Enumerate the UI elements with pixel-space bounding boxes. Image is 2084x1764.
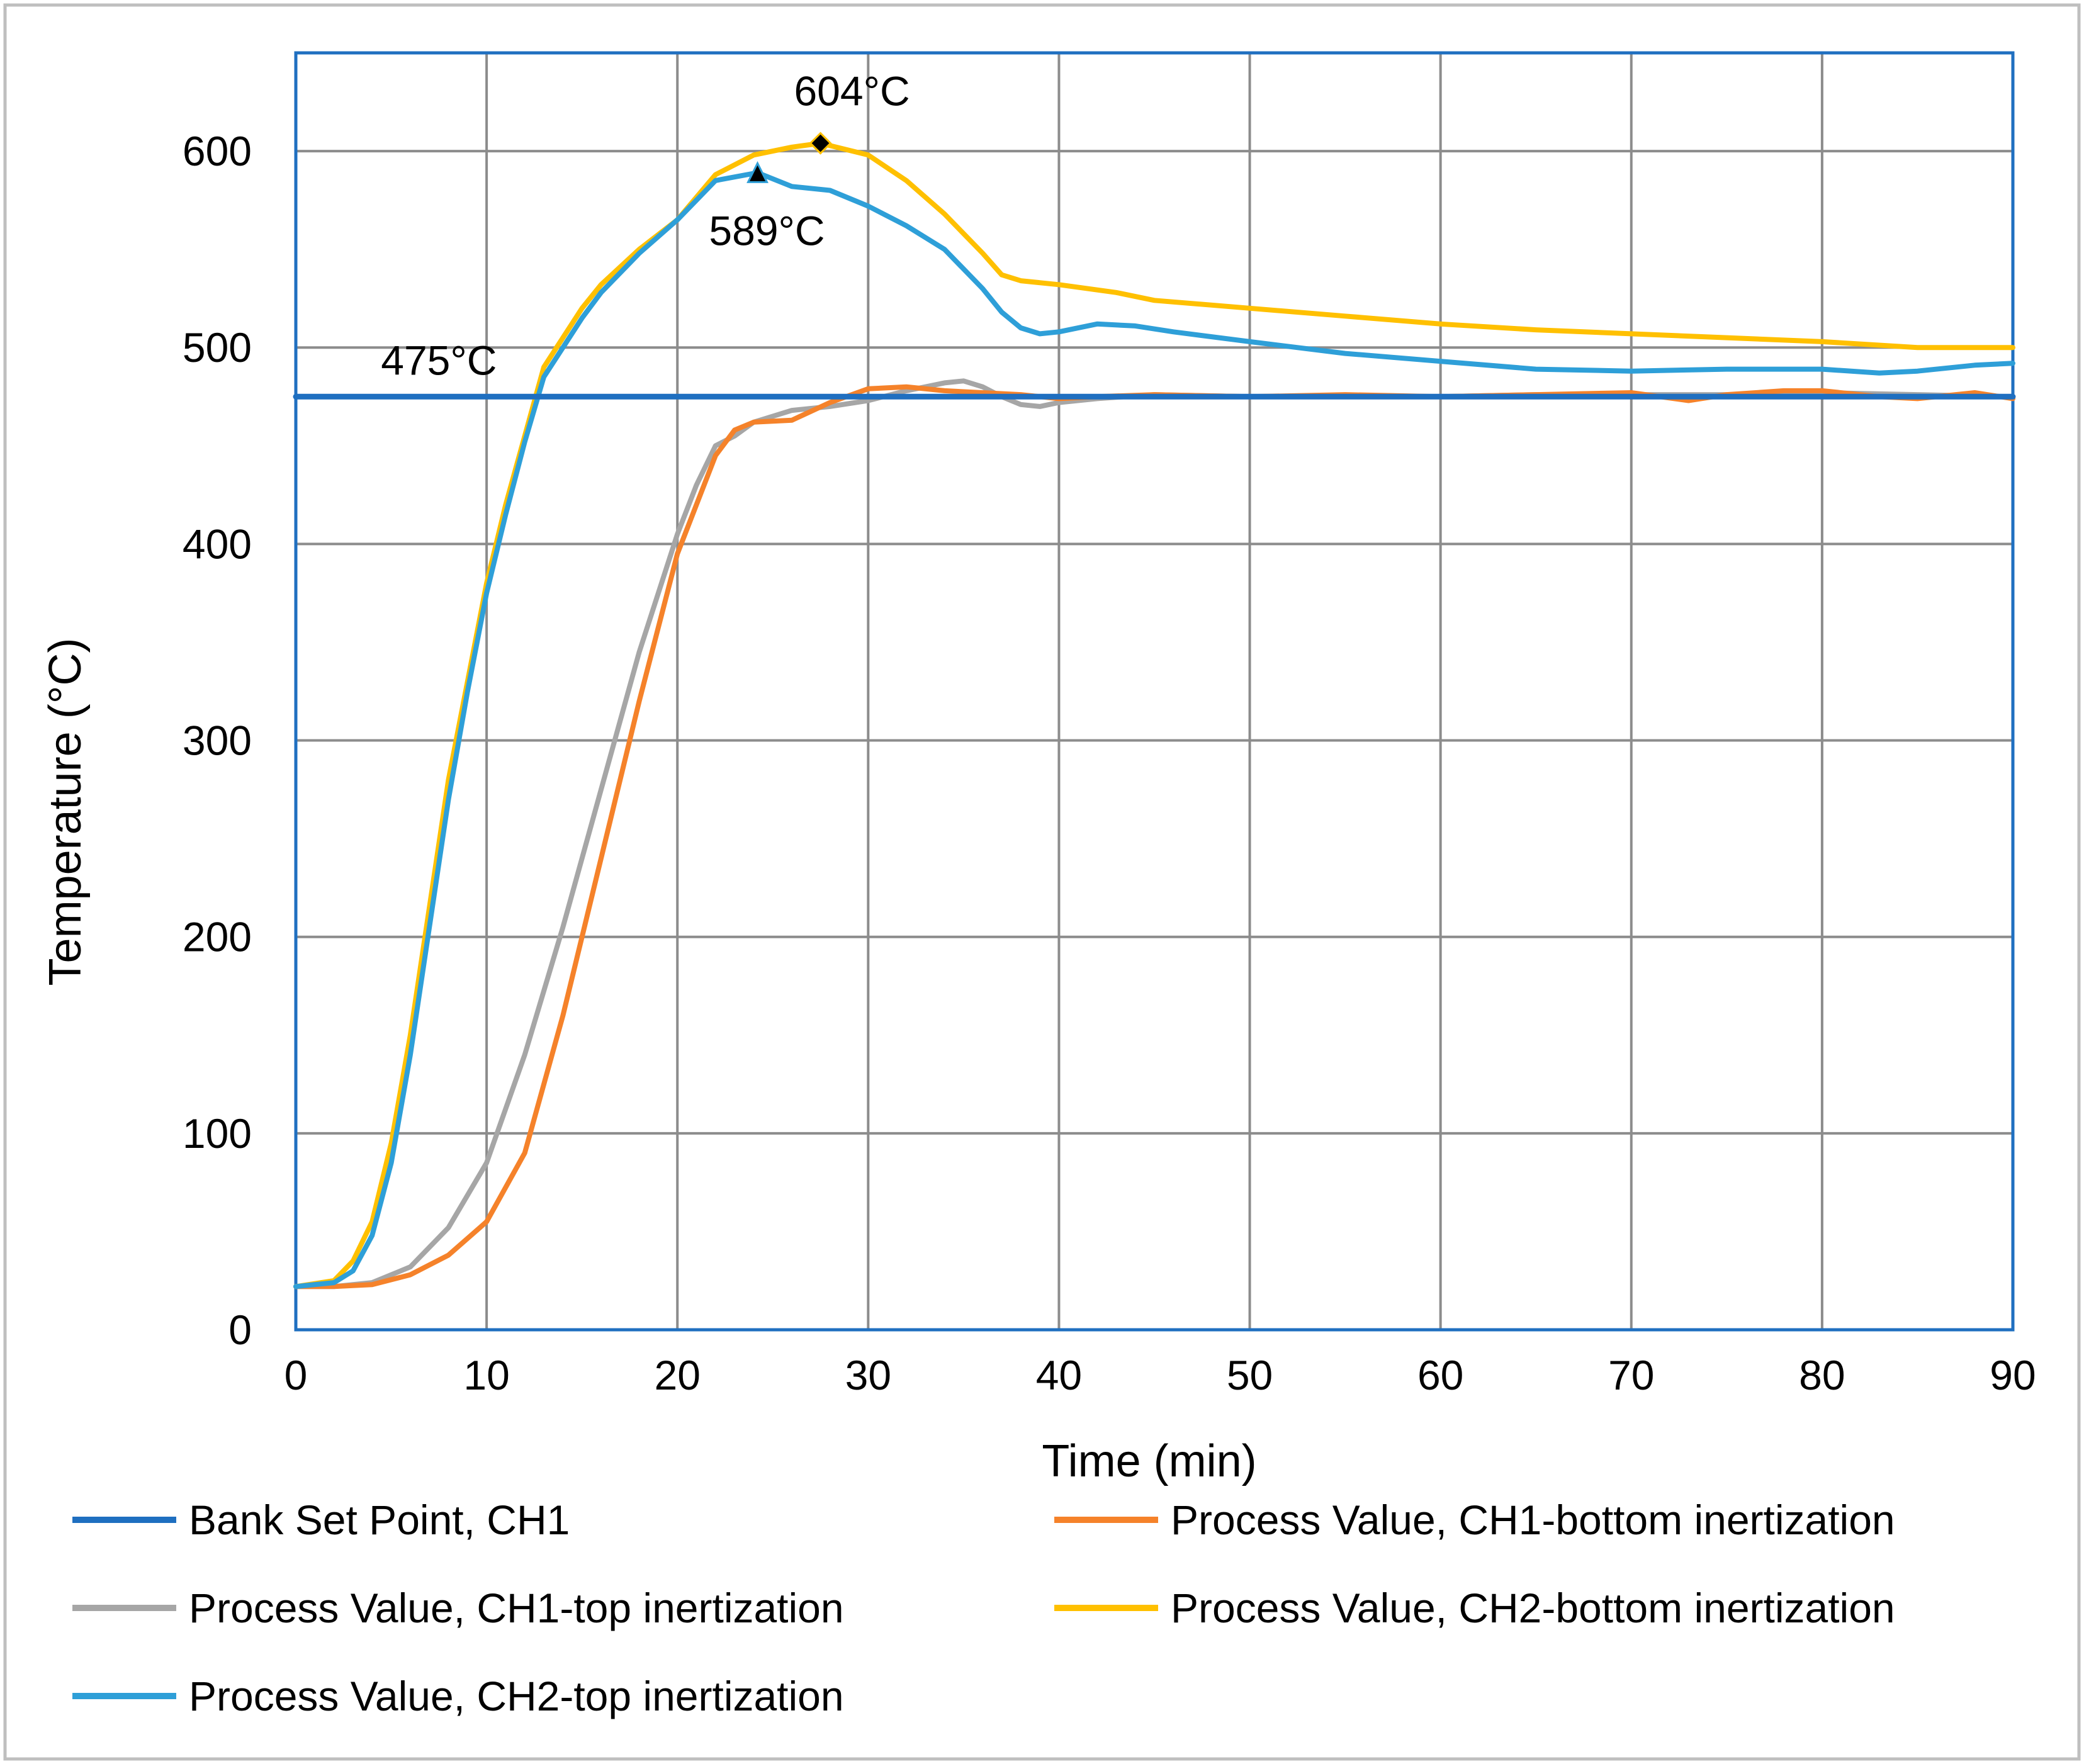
chart-frame [3,3,2081,1761]
y-tick-label: 200 [183,914,252,960]
legend-label: Process Value, CH2-bottom inertization [1171,1585,1895,1631]
legend-label: Process Value, CH1-bottom inertization [1171,1497,1895,1543]
annotation-label: 589°C [709,207,825,254]
x-tick-label: 30 [845,1352,891,1398]
x-tick-label: 60 [1417,1352,1463,1398]
y-tick-label: 600 [183,128,252,174]
x-tick-label: 20 [655,1352,701,1398]
x-tick-label: 50 [1227,1352,1273,1398]
legend-label: Process Value, CH1-top inertization [189,1585,844,1631]
x-tick-label: 90 [1990,1352,2036,1398]
x-tick-label: 40 [1036,1352,1082,1398]
x-tick-label: 80 [1799,1352,1845,1398]
annotation-label: 475°C [381,337,497,383]
x-axis-title: Time (min) [1042,1436,1256,1486]
legend-label: Process Value, CH2-top inertization [189,1673,844,1719]
y-tick-label: 500 [183,324,252,371]
x-tick-label: 70 [1608,1352,1654,1398]
y-tick-label: 0 [228,1306,252,1353]
annotation-label: 604°C [794,68,910,115]
plot-area-border [294,51,2015,1332]
peak-marker-diamond [809,132,832,155]
legend: Bank Set Point, CH1 Process Value, CH1-bo… [72,1497,1895,1719]
series-line-4 [293,170,2015,1289]
y-tick-label: 400 [183,520,252,567]
y-tick-label: 100 [183,1110,252,1157]
y-tick-label: 300 [183,717,252,764]
x-tick-label: 10 [463,1352,509,1398]
x-tick-label: 0 [284,1352,308,1398]
peak-marker-triangle [746,161,769,183]
series-line-3 [293,140,2015,1289]
series-layer [293,140,2016,1289]
legend-label: Bank Set Point, CH1 [189,1497,570,1543]
y-axis-title: Temperature (°C) [40,638,91,986]
marker-layer [746,132,832,183]
annotation-layer: 475°C 604°C 589°C [381,68,910,384]
tick-layer: 0 10 20 30 40 50 60 70 80 90 0 100 200 300 400 500 600 [183,128,2036,1398]
